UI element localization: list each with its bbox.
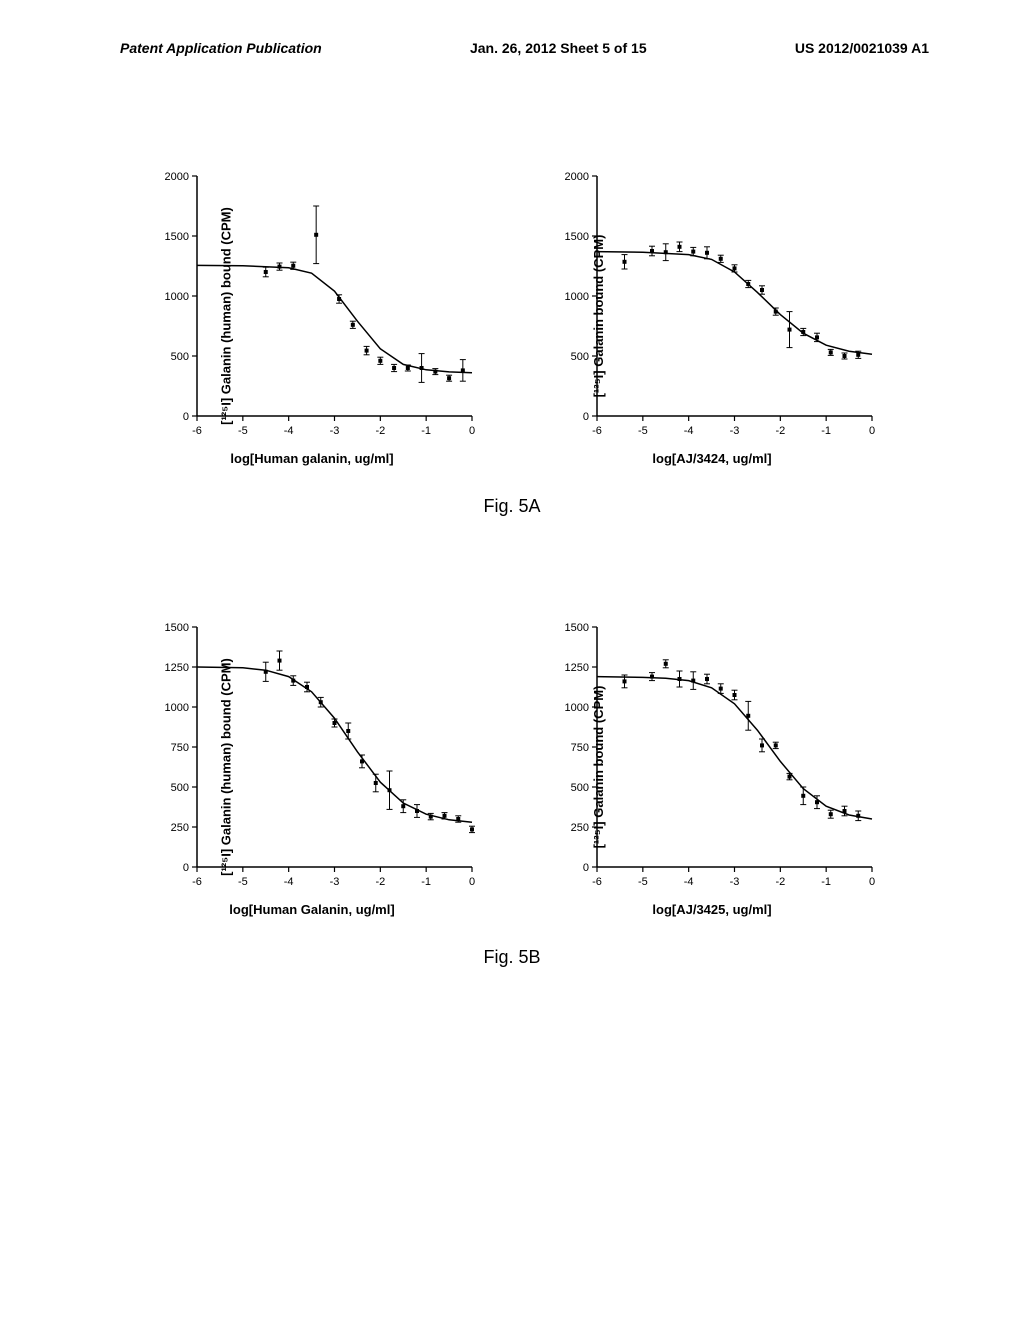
chart-5a-right: [¹²⁵I] Galanin bound (CPM) 0 500 1000 1500 2… [542, 166, 882, 466]
svg-text:-6: -6 [592, 876, 602, 888]
svg-text:-5: -5 [238, 425, 248, 437]
svg-text:-6: -6 [592, 425, 602, 437]
svg-text:1000: 1000 [565, 702, 589, 714]
header-right: US 2012/0021039 A1 [795, 40, 929, 56]
svg-text:-4: -4 [284, 876, 294, 888]
chart-row-5a: [¹²⁵I] Galanin (human) bound (CPM) 0 500 1… [0, 166, 1024, 466]
svg-text:-6: -6 [192, 425, 202, 437]
svg-text:-4: -4 [284, 425, 294, 437]
svg-text:0: 0 [183, 862, 189, 874]
chart-svg: 0 250 500 750 1000 1250 1500 -6 -5 -4 -3 -2 -1 0 [142, 617, 482, 897]
svg-text:-2: -2 [775, 876, 785, 888]
svg-text:0: 0 [469, 425, 475, 437]
svg-text:2000: 2000 [565, 171, 589, 183]
svg-text:500: 500 [571, 782, 589, 794]
svg-text:-3: -3 [330, 425, 340, 437]
svg-text:2000: 2000 [165, 171, 189, 183]
x-axis-label: log[Human Galanin, ug/ml] [142, 902, 482, 917]
x-axis-label: log[Human galanin, ug/ml] [142, 451, 482, 466]
svg-text:1500: 1500 [565, 622, 589, 634]
svg-text:500: 500 [571, 351, 589, 363]
svg-text:500: 500 [171, 351, 189, 363]
svg-text:-4: -4 [684, 425, 694, 437]
chart-5b-right: [¹²⁵I] Galanin bound (CPM) 0 250 500 750 100… [542, 617, 882, 917]
svg-text:-1: -1 [421, 876, 431, 888]
svg-text:750: 750 [171, 742, 189, 754]
y-axis-label: [¹²⁵I] Galanin (human) bound (CPM) [218, 658, 233, 876]
chart-5b-left: [¹²⁵I] Galanin (human) bound (CPM) 0 250 5… [142, 617, 482, 917]
chart-svg: 0 500 1000 1500 2000 -6 -5 -4 -3 -2 -1 0 [142, 166, 482, 446]
figure-5b-section: [¹²⁵I] Galanin (human) bound (CPM) 0 250 5… [0, 617, 1024, 968]
svg-text:0: 0 [583, 411, 589, 423]
svg-text:-6: -6 [192, 876, 202, 888]
svg-text:1500: 1500 [565, 231, 589, 243]
svg-text:500: 500 [171, 782, 189, 794]
x-axis-label: log[AJ/3425, ug/ml] [542, 902, 882, 917]
svg-text:0: 0 [869, 425, 875, 437]
figure-caption: Fig. 5B [0, 947, 1024, 968]
svg-text:-1: -1 [821, 425, 831, 437]
figure-caption: Fig. 5A [0, 496, 1024, 517]
svg-text:250: 250 [171, 822, 189, 834]
svg-text:1500: 1500 [165, 622, 189, 634]
y-axis-label: [¹²⁵I] Galanin bound (CPM) [591, 235, 606, 398]
chart-5a-left: [¹²⁵I] Galanin (human) bound (CPM) 0 500 1… [142, 166, 482, 466]
svg-text:-5: -5 [638, 425, 648, 437]
svg-text:750: 750 [571, 742, 589, 754]
svg-text:1500: 1500 [165, 231, 189, 243]
x-axis-label: log[AJ/3424, ug/ml] [542, 451, 882, 466]
svg-text:0: 0 [583, 862, 589, 874]
svg-text:-3: -3 [730, 425, 740, 437]
svg-text:-2: -2 [775, 425, 785, 437]
svg-text:1000: 1000 [165, 702, 189, 714]
header-left: Patent Application Publication [120, 40, 322, 56]
svg-text:0: 0 [869, 876, 875, 888]
header-middle: Jan. 26, 2012 Sheet 5 of 15 [470, 40, 647, 56]
figure-5a-section: [¹²⁵I] Galanin (human) bound (CPM) 0 500 1… [0, 166, 1024, 517]
y-axis-label: [¹²⁵I] Galanin bound (CPM) [591, 686, 606, 849]
svg-text:250: 250 [571, 822, 589, 834]
svg-text:-1: -1 [421, 425, 431, 437]
svg-text:0: 0 [183, 411, 189, 423]
svg-text:-3: -3 [330, 876, 340, 888]
svg-text:-4: -4 [684, 876, 694, 888]
svg-text:-3: -3 [730, 876, 740, 888]
svg-text:1250: 1250 [565, 662, 589, 674]
y-axis-label: [¹²⁵I] Galanin (human) bound (CPM) [218, 207, 233, 425]
svg-text:1000: 1000 [565, 291, 589, 303]
svg-text:0: 0 [469, 876, 475, 888]
svg-text:1250: 1250 [165, 662, 189, 674]
svg-text:-2: -2 [375, 425, 385, 437]
chart-row-5b: [¹²⁵I] Galanin (human) bound (CPM) 0 250 5… [0, 617, 1024, 917]
svg-text:-5: -5 [238, 876, 248, 888]
page-header: Patent Application Publication Jan. 26, … [0, 0, 1024, 66]
svg-text:-5: -5 [638, 876, 648, 888]
svg-text:1000: 1000 [165, 291, 189, 303]
svg-text:-2: -2 [375, 876, 385, 888]
svg-text:-1: -1 [821, 876, 831, 888]
